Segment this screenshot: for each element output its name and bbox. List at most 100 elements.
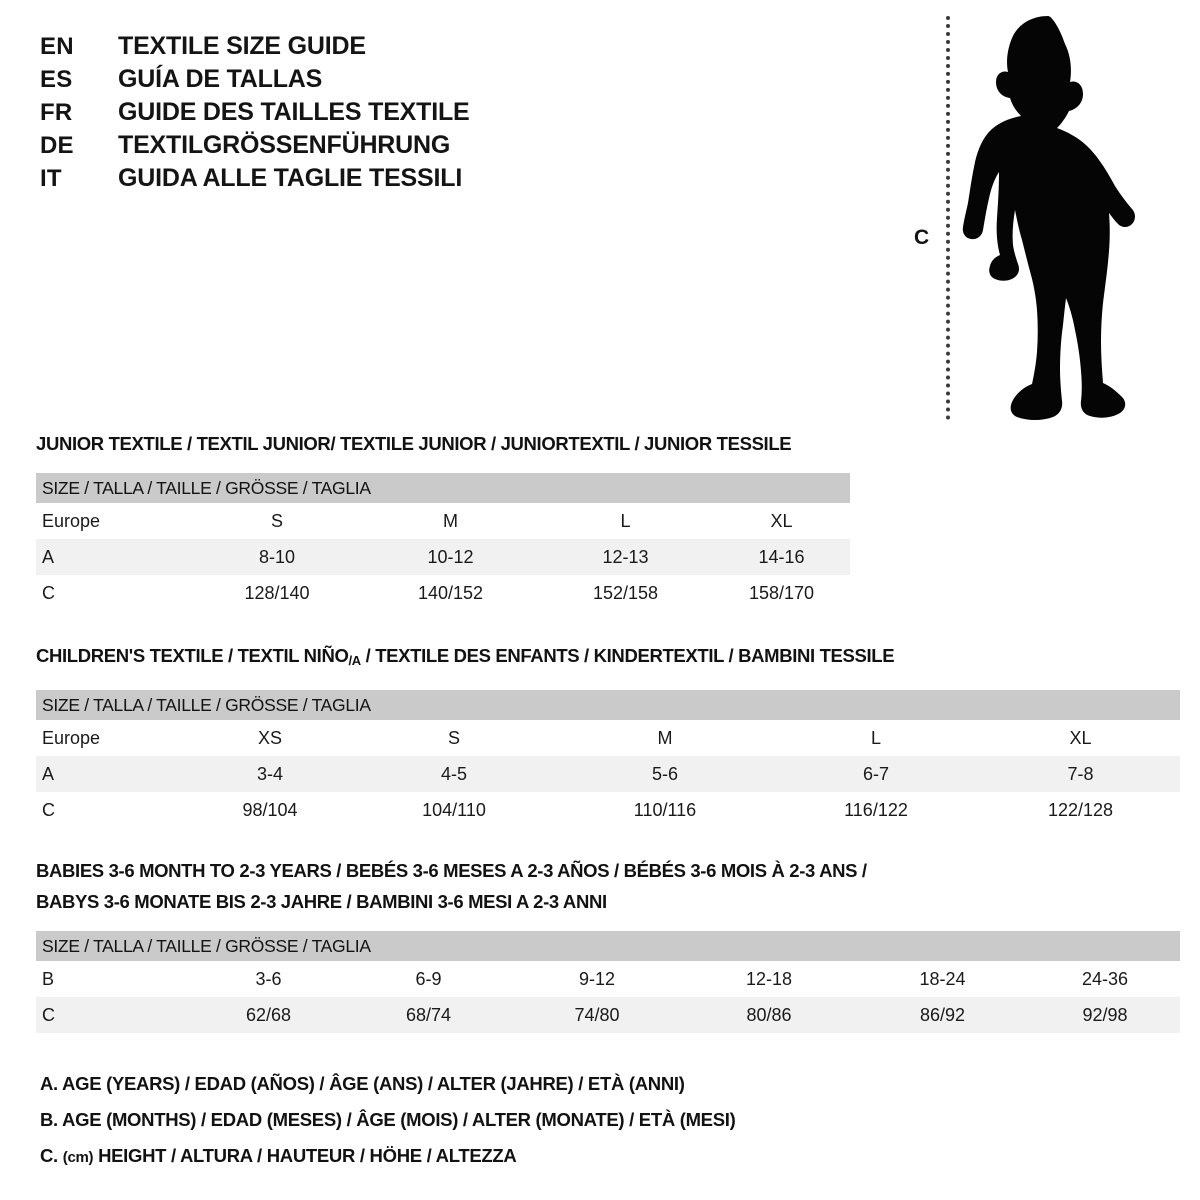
- junior-cell-a-1: 10-12: [363, 539, 538, 575]
- section-title-junior: JUNIOR TEXTILE / TEXTIL JUNIOR/ TEXTILE …: [36, 433, 792, 454]
- junior-row-key-a: A: [36, 539, 191, 575]
- children-cell-c-2: 110/116: [633, 799, 697, 820]
- children-row-key-c: C: [42, 799, 55, 820]
- children-cell-a-1: 4-5: [349, 756, 559, 792]
- table-row: A 3-4 4-5 5-6 6-7 7-8: [36, 756, 1180, 792]
- language-title-en: TEXTILE SIZE GUIDE: [118, 32, 366, 60]
- legend-c-suffix: HEIGHT / ALTURA / HAUTEUR / HÖHE / ALTEZ…: [93, 1145, 517, 1166]
- children-cell-europe-3: L: [870, 727, 881, 748]
- babies-cell-c-5: 92/98: [1030, 997, 1180, 1033]
- language-row-de: DE TEXTILGRÖSSENFÜHRUNG: [40, 131, 560, 164]
- junior-cell-c-2: 152/158: [592, 582, 659, 603]
- junior-cell-a-2: 12-13: [538, 539, 713, 575]
- legend-line-a: A. AGE (YEARS) / EDAD (AÑOS) / ÂGE (ANS)…: [40, 1073, 685, 1094]
- language-title-es: GUÍA DE TALLAS: [118, 65, 323, 93]
- section-childrens-textile: CHILDREN'S TEXTILE / TEXTIL NIÑO/A / TEX…: [36, 640, 1180, 828]
- babies-cell-c-2: 74/80: [511, 997, 683, 1033]
- babies-row-key-b: B: [42, 968, 55, 989]
- children-title-subscript: /A: [348, 653, 362, 668]
- children-cell-c-3: 116/122: [844, 799, 908, 820]
- babies-cell-b-4: 18-24: [919, 968, 966, 989]
- children-row-key-a: A: [36, 756, 191, 792]
- junior-cell-europe-3: XL: [770, 510, 793, 531]
- children-cell-a-0: 3-4: [191, 756, 349, 792]
- legend-c-unit: (cm): [62, 1149, 94, 1166]
- babies-cell-b-5: 24-36: [1081, 968, 1129, 989]
- junior-cell-a-3: 14-16: [713, 539, 850, 575]
- section-title-babies-line1: BABIES 3-6 MONTH TO 2-3 YEARS / BEBÉS 3-…: [36, 860, 867, 881]
- junior-cell-a-0: 8-10: [191, 539, 363, 575]
- language-title-de: TEXTILGRÖSSENFÜHRUNG: [118, 131, 451, 159]
- table-row: A 8-10 10-12 12-13 14-16: [36, 539, 850, 575]
- junior-cell-europe-1: M: [443, 510, 458, 531]
- junior-row-key-c: C: [42, 582, 55, 603]
- language-title-fr: GUIDE DES TAILLES TEXTILE: [118, 98, 470, 126]
- children-table-header-bar: SIZE / TALLA / TAILLE / GRÖSSE / TAGLIA: [36, 690, 1180, 720]
- babies-cell-b-1: 6-9: [415, 968, 442, 989]
- section-title-babies-line2: BABYS 3-6 MONATE BIS 2-3 JAHRE / BAMBINI…: [36, 891, 607, 912]
- language-row-fr: FR GUIDE DES TAILLES TEXTILE: [40, 98, 560, 131]
- table-row: Europe XS S M L XL: [36, 720, 1180, 756]
- babies-table-header-bar: SIZE / TALLA / TAILLE / GRÖSSE / TAGLIA: [36, 931, 1180, 961]
- table-row: C 62/68 68/74 74/80 80/86 86/92 92/98: [36, 997, 1180, 1033]
- measurement-legend: A. AGE (YEARS) / EDAD (AÑOS) / ÂGE (ANS)…: [40, 1066, 736, 1176]
- legend-line-c: C. (cm) HEIGHT / ALTURA / HAUTEUR / HÖHE…: [40, 1138, 735, 1176]
- junior-cell-c-0: 128/140: [244, 582, 310, 603]
- toddler-silhouette-icon: [962, 16, 1135, 420]
- language-code-de: DE: [40, 132, 74, 159]
- language-row-it: IT GUIDA ALLE TAGLIE TESSILI: [40, 164, 560, 197]
- children-cell-europe-0: XS: [257, 727, 282, 748]
- table-row: Europe S M L XL: [36, 503, 850, 539]
- babies-cell-b-2: 9-12: [578, 968, 616, 989]
- language-row-en: EN TEXTILE SIZE GUIDE: [40, 32, 560, 65]
- children-title-post: / TEXTILE DES ENFANTS / KINDERTEXTIL / B…: [360, 645, 895, 666]
- language-row-es: ES GUÍA DE TALLAS: [40, 65, 560, 98]
- children-cell-europe-2: M: [657, 727, 673, 748]
- table-row: C 128/140 140/152 152/158 158/170: [36, 575, 850, 611]
- babies-cell-c-4: 86/92: [855, 997, 1030, 1033]
- section-babies-textile: BABIES 3-6 MONTH TO 2-3 YEARS / BEBÉS 3-…: [36, 855, 1180, 1033]
- junior-table-header-bar: SIZE / TALLA / TAILLE / GRÖSSE / TAGLIA: [36, 473, 850, 503]
- children-title-pre: CHILDREN'S TEXTILE / TEXTIL NIÑO: [36, 645, 349, 666]
- table-row: B 3-6 6-9 9-12 12-18 18-24 24-36: [36, 961, 1180, 997]
- babies-header-bar-label: SIZE / TALLA / TAILLE / GRÖSSE / TAGLIA: [36, 931, 1180, 961]
- children-row-key-europe: Europe: [42, 727, 101, 748]
- junior-header-bar-label: SIZE / TALLA / TAILLE / GRÖSSE / TAGLIA: [36, 473, 850, 503]
- junior-row-key-europe: Europe: [42, 510, 101, 531]
- babies-row-key-c: C: [36, 997, 191, 1033]
- language-title-it: GUIDA ALLE TAGLIE TESSILI: [118, 164, 463, 192]
- children-cell-c-1: 104/110: [422, 799, 486, 820]
- section-junior-textile: JUNIOR TEXTILE / TEXTIL JUNIOR/ TEXTILE …: [36, 428, 850, 611]
- legend-line-b: B. AGE (MONTHS) / EDAD (MESES) / ÂGE (MO…: [40, 1109, 736, 1130]
- junior-cell-europe-2: L: [620, 510, 631, 531]
- section-title-children: CHILDREN'S TEXTILE / TEXTIL NIÑO/A / TEX…: [36, 640, 1180, 676]
- children-cell-europe-4: XL: [1069, 727, 1092, 748]
- legend-c-prefix: C.: [40, 1145, 63, 1166]
- height-dashed-line: [946, 16, 950, 420]
- height-measurement-figure: C: [900, 8, 1140, 428]
- language-code-it: IT: [40, 165, 62, 192]
- junior-cell-c-3: 158/170: [748, 582, 815, 603]
- babies-cell-c-3: 80/86: [683, 997, 855, 1033]
- children-cell-c-4: 122/128: [1047, 799, 1114, 820]
- children-cell-europe-1: S: [447, 727, 460, 748]
- children-cell-a-3: 6-7: [771, 756, 981, 792]
- table-row: C 98/104 104/110 110/116 116/122 122/128: [36, 792, 1180, 828]
- language-header-block: EN TEXTILE SIZE GUIDE ES GUÍA DE TALLAS …: [40, 32, 560, 197]
- babies-cell-c-1: 68/74: [346, 997, 511, 1033]
- language-code-es: ES: [40, 66, 73, 93]
- children-size-table: SIZE / TALLA / TAILLE / GRÖSSE / TAGLIA …: [36, 690, 1180, 828]
- junior-cell-c-1: 140/152: [417, 582, 484, 603]
- junior-size-table: SIZE / TALLA / TAILLE / GRÖSSE / TAGLIA …: [36, 473, 850, 611]
- language-code-en: EN: [40, 33, 74, 60]
- junior-cell-europe-0: S: [270, 510, 283, 531]
- babies-cell-b-0: 3-6: [255, 968, 282, 989]
- language-code-fr: FR: [40, 99, 73, 126]
- children-cell-a-4: 7-8: [981, 756, 1180, 792]
- babies-size-table: SIZE / TALLA / TAILLE / GRÖSSE / TAGLIA …: [36, 931, 1180, 1033]
- children-cell-a-2: 5-6: [559, 756, 771, 792]
- height-marker-label: C: [914, 226, 930, 249]
- children-cell-c-0: 98/104: [242, 799, 298, 820]
- babies-cell-c-0: 62/68: [191, 997, 346, 1033]
- children-header-bar-label: SIZE / TALLA / TAILLE / GRÖSSE / TAGLIA: [36, 690, 1180, 720]
